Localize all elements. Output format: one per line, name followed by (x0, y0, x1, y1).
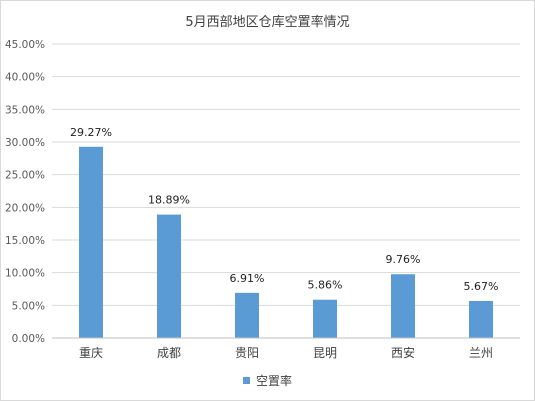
data-label: 6.91% (230, 272, 265, 285)
y-tick-label: 45.00% (5, 39, 45, 51)
y-tick-label: 25.00% (5, 170, 45, 182)
bars (79, 146, 493, 338)
legend-swatch (242, 377, 250, 384)
y-tick-label: 35.00% (5, 104, 45, 116)
data-label: 5.67% (464, 280, 499, 293)
chart-title: 5月西部地区仓库空置率情况 (185, 15, 350, 30)
x-category-label: 重庆 (79, 346, 103, 360)
y-tick-label: 20.00% (5, 202, 45, 214)
y-axis-ticks: 0.00% 5.00% 10.00% 15.00% 20.00% 25.00% 30.00%… (5, 39, 45, 345)
data-label: 9.76% (386, 253, 421, 266)
legend-label: 空置率 (255, 374, 292, 388)
legend: 空置率 (0, 372, 535, 389)
x-axis-categories: 重庆 成都 贵阳 昆明 西安 兰州 (79, 345, 493, 360)
data-label: 18.89% (148, 194, 190, 207)
data-label: 5.86% (308, 279, 343, 292)
data-label: 29.27% (70, 126, 112, 139)
bar (469, 300, 493, 338)
data-labels: 29.27% 18.89% 6.91% 5.86% 9.76% 5.67% (70, 126, 498, 293)
y-tick-label: 0.00% (12, 333, 45, 345)
bar (313, 299, 337, 338)
x-category-label: 西安 (391, 345, 415, 360)
y-tick-label: 30.00% (5, 137, 45, 149)
y-tick-label: 15.00% (5, 235, 45, 247)
x-category-label: 昆明 (313, 346, 337, 360)
y-tick-label: 10.00% (5, 268, 45, 280)
bar (391, 274, 415, 338)
y-tick-label: 5.00% (12, 300, 45, 312)
x-category-label: 贵阳 (235, 346, 259, 360)
bar (157, 214, 181, 338)
bar (79, 146, 103, 338)
bar (235, 292, 259, 338)
gridlines (52, 43, 520, 306)
x-category-label: 成都 (157, 346, 181, 360)
y-tick-label: 40.00% (5, 72, 45, 84)
x-category-label: 兰州 (469, 346, 493, 360)
